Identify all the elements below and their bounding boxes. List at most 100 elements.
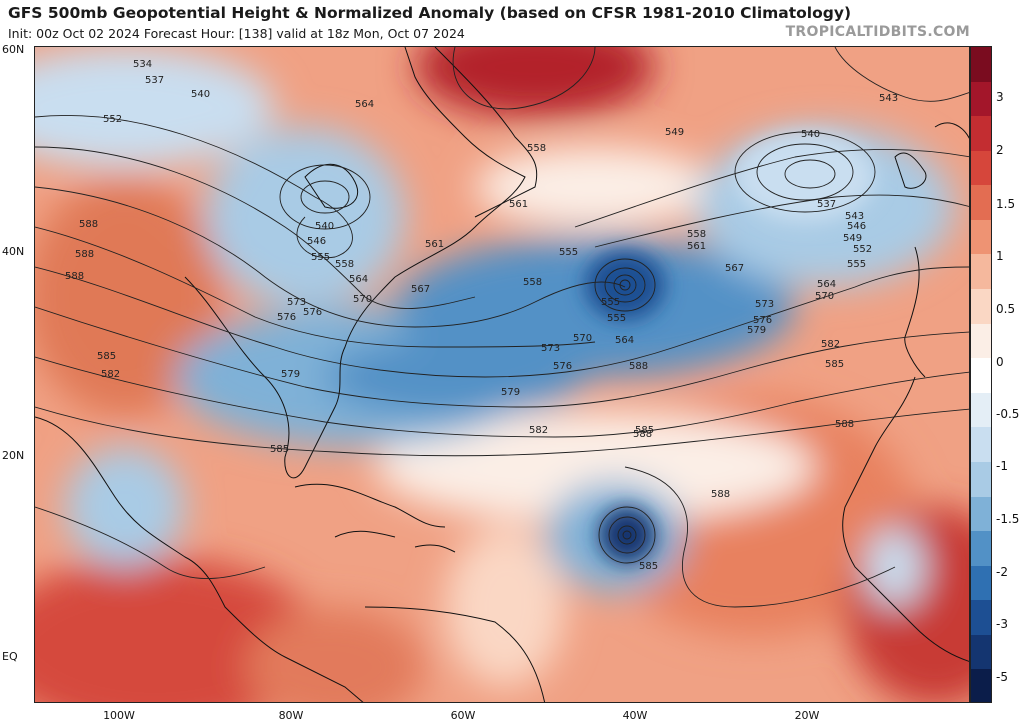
contour-label: 558 bbox=[527, 143, 546, 154]
contour-label: 585 bbox=[635, 425, 654, 436]
contour-label: 546 bbox=[307, 236, 326, 247]
colorbar-label: -1.5 bbox=[996, 512, 1020, 526]
contour-label: 579 bbox=[501, 387, 520, 398]
colorbar-segment bbox=[971, 289, 991, 324]
lat-label-eq: EQ bbox=[2, 650, 18, 663]
contour-label: 585 bbox=[639, 561, 658, 572]
contour-label: 552 bbox=[103, 114, 122, 125]
contour-label: 558 bbox=[523, 277, 542, 288]
lat-label-40n: 40N bbox=[2, 245, 25, 258]
contour-label: 588 bbox=[629, 361, 648, 372]
contour-label: 588 bbox=[711, 489, 730, 500]
lon-label-20w: 20W bbox=[794, 709, 820, 722]
contour-label: 585 bbox=[825, 359, 844, 370]
colorbar-label: 1 bbox=[996, 249, 1004, 263]
contour-label: 570 bbox=[353, 294, 372, 305]
colorbar-segment bbox=[971, 358, 991, 393]
contour-label: 564 bbox=[349, 274, 368, 285]
height-contours bbox=[35, 47, 969, 608]
lon-label-40w: 40W bbox=[622, 709, 648, 722]
colorbar-segment bbox=[971, 254, 991, 290]
contour-label: 540 bbox=[191, 89, 210, 100]
colorbar-segment bbox=[971, 116, 991, 151]
contour-label: 588 bbox=[633, 429, 652, 440]
colorbar-segment bbox=[971, 47, 991, 82]
contour-label: 570 bbox=[815, 291, 834, 302]
contour-label: 579 bbox=[747, 325, 766, 336]
anomaly-field bbox=[35, 47, 969, 702]
contour-label: 567 bbox=[725, 263, 744, 274]
contour-label: 540 bbox=[801, 129, 820, 140]
colorbar-segment bbox=[971, 81, 991, 117]
contour-label: 537 bbox=[145, 75, 164, 86]
contour-label: 588 bbox=[835, 419, 854, 430]
colorbar-segment bbox=[971, 461, 991, 497]
contour-label: 582 bbox=[821, 339, 840, 350]
colorbar-segment bbox=[971, 496, 991, 532]
contour-label: 576 bbox=[553, 361, 572, 372]
lat-label-60n: 60N bbox=[2, 43, 25, 56]
contour-label: 561 bbox=[425, 239, 444, 250]
contour-label: 564 bbox=[817, 279, 836, 290]
contour-label: 549 bbox=[665, 127, 684, 138]
lat-label-20n: 20N bbox=[2, 449, 25, 462]
contour-label: 573 bbox=[287, 297, 306, 308]
colorbar-segment bbox=[971, 219, 991, 255]
contour-label: 567 bbox=[411, 284, 430, 295]
contour-label: 546 bbox=[847, 221, 866, 232]
map-title: GFS 500mb Geopotential Height & Normaliz… bbox=[8, 4, 852, 22]
contour-label: 576 bbox=[753, 315, 772, 326]
contour-label: 561 bbox=[509, 199, 528, 210]
colorbar-label: 0.5 bbox=[996, 302, 1016, 316]
contour-label: 558 bbox=[687, 229, 706, 240]
colorbar-label: 2 bbox=[996, 143, 1004, 157]
contour-label: 540 bbox=[315, 221, 334, 232]
colorbar-label: -2 bbox=[996, 565, 1008, 579]
contour-label: 543 bbox=[879, 93, 898, 104]
contour-label: 561 bbox=[687, 241, 706, 252]
colorbar-label: -1 bbox=[996, 459, 1008, 473]
contour-label: 582 bbox=[101, 369, 120, 380]
colorbar-segment bbox=[971, 185, 991, 220]
colorbar-segment bbox=[971, 427, 991, 462]
contour-label: 555 bbox=[847, 259, 866, 270]
contour-label: 552 bbox=[853, 244, 872, 255]
contour-label: 564 bbox=[355, 99, 374, 110]
contour-label: 585 bbox=[270, 444, 289, 455]
colorbar-segment bbox=[971, 323, 991, 359]
contour-label: 573 bbox=[541, 343, 560, 354]
colorbar-segment bbox=[971, 565, 991, 601]
colorbar-label: 3 bbox=[996, 90, 1004, 104]
contour-label: 558 bbox=[335, 259, 354, 270]
colorbar-segment bbox=[971, 669, 991, 702]
colorbar-segment bbox=[971, 392, 991, 428]
contour-label: 570 bbox=[573, 333, 592, 344]
coastlines bbox=[35, 47, 969, 702]
contour-label: 576 bbox=[277, 312, 296, 323]
contour-label: 555 bbox=[311, 252, 330, 263]
colorbar bbox=[970, 46, 992, 703]
contour-label: 588 bbox=[65, 271, 84, 282]
colorbar-segment bbox=[971, 531, 991, 566]
contour-label: 564 bbox=[615, 335, 634, 346]
contour-label: 579 bbox=[281, 369, 300, 380]
colorbar-label: -3 bbox=[996, 617, 1008, 631]
colorbar-segment bbox=[971, 600, 991, 635]
colorbar-label: 1.5 bbox=[996, 197, 1016, 211]
colorbar-label: -0.5 bbox=[996, 407, 1020, 421]
lon-label-60w: 60W bbox=[450, 709, 476, 722]
contour-label: 534 bbox=[133, 59, 152, 70]
map-panel: 534 537 540 552 540 546 555 558 564 567 570 573 576 5… bbox=[34, 46, 970, 703]
lon-label-80w: 80W bbox=[278, 709, 304, 722]
colorbar-segment bbox=[971, 150, 991, 186]
contour-label: 576 bbox=[303, 307, 322, 318]
contour-label: 549 bbox=[843, 233, 862, 244]
lon-label-100w: 100W bbox=[103, 709, 135, 722]
credit-watermark: TROPICALTIDBITS.COM bbox=[785, 24, 970, 40]
contour-label: 537 bbox=[817, 199, 836, 210]
contour-label: 588 bbox=[79, 219, 98, 230]
contour-label: 543 bbox=[845, 211, 864, 222]
contour-label: 555 bbox=[559, 247, 578, 258]
contour-label: 588 bbox=[75, 249, 94, 260]
